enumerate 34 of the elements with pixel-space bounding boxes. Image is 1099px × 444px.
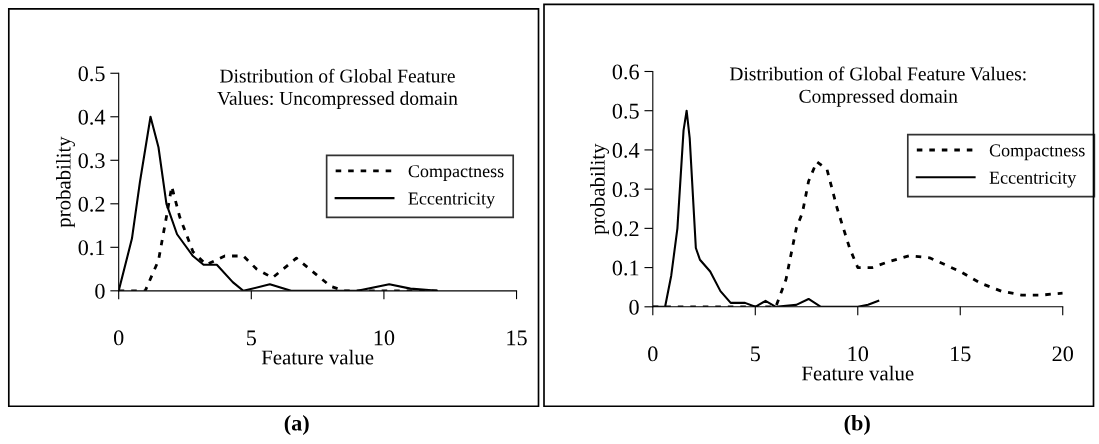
chart-title: Distribution of Global Feature Values: Uncompressed domain: [217, 68, 458, 109]
y-tick-label: 0: [629, 299, 639, 315]
x-axis-title: Feature value: [801, 365, 914, 381]
y-tick-label: 0.5: [612, 103, 639, 119]
y-tick-label: 0.3: [612, 182, 639, 198]
y-tick-label: 0.6: [612, 64, 639, 80]
x-tick-label: 15: [951, 346, 971, 362]
y-axis-title: probability: [55, 136, 75, 228]
y-tick-label: 0.4: [612, 142, 640, 158]
x-tick-label: 10: [374, 330, 395, 346]
y-tick-label: 0.5: [78, 66, 105, 82]
y-tick-label: 0.2: [612, 221, 639, 237]
x-axis-title: Feature value: [261, 349, 374, 365]
x-tick-label: 20: [1052, 346, 1073, 362]
legend-label: Eccentricity: [408, 192, 496, 209]
legend-label: Compactness: [408, 165, 504, 181]
y-axis-title: probability: [590, 143, 610, 235]
x-tick-label: 5: [751, 346, 760, 362]
x-tick-label: 0: [648, 346, 658, 362]
x-tick-label: 15: [507, 330, 527, 346]
y-tick-label: 0: [95, 283, 105, 299]
y-tick-label: 0.3: [78, 153, 105, 169]
text: (b): [844, 414, 870, 436]
text: (a): [284, 414, 309, 436]
y-tick-label: 0.2: [78, 196, 105, 212]
x-tick-label: 5: [247, 330, 256, 346]
legend-label: Eccentricity: [989, 171, 1077, 188]
legend-label: Compactness: [989, 144, 1085, 161]
chart-title: Distribution of Global Feature Values: Compressed domain: [729, 66, 1026, 107]
x-tick-label: 10: [848, 346, 869, 362]
y-tick-label: 0.1: [612, 260, 639, 276]
y-tick-label: 0.1: [78, 240, 105, 256]
y-tick-label: 0.4: [78, 109, 106, 125]
x-tick-label: 0: [113, 330, 124, 346]
